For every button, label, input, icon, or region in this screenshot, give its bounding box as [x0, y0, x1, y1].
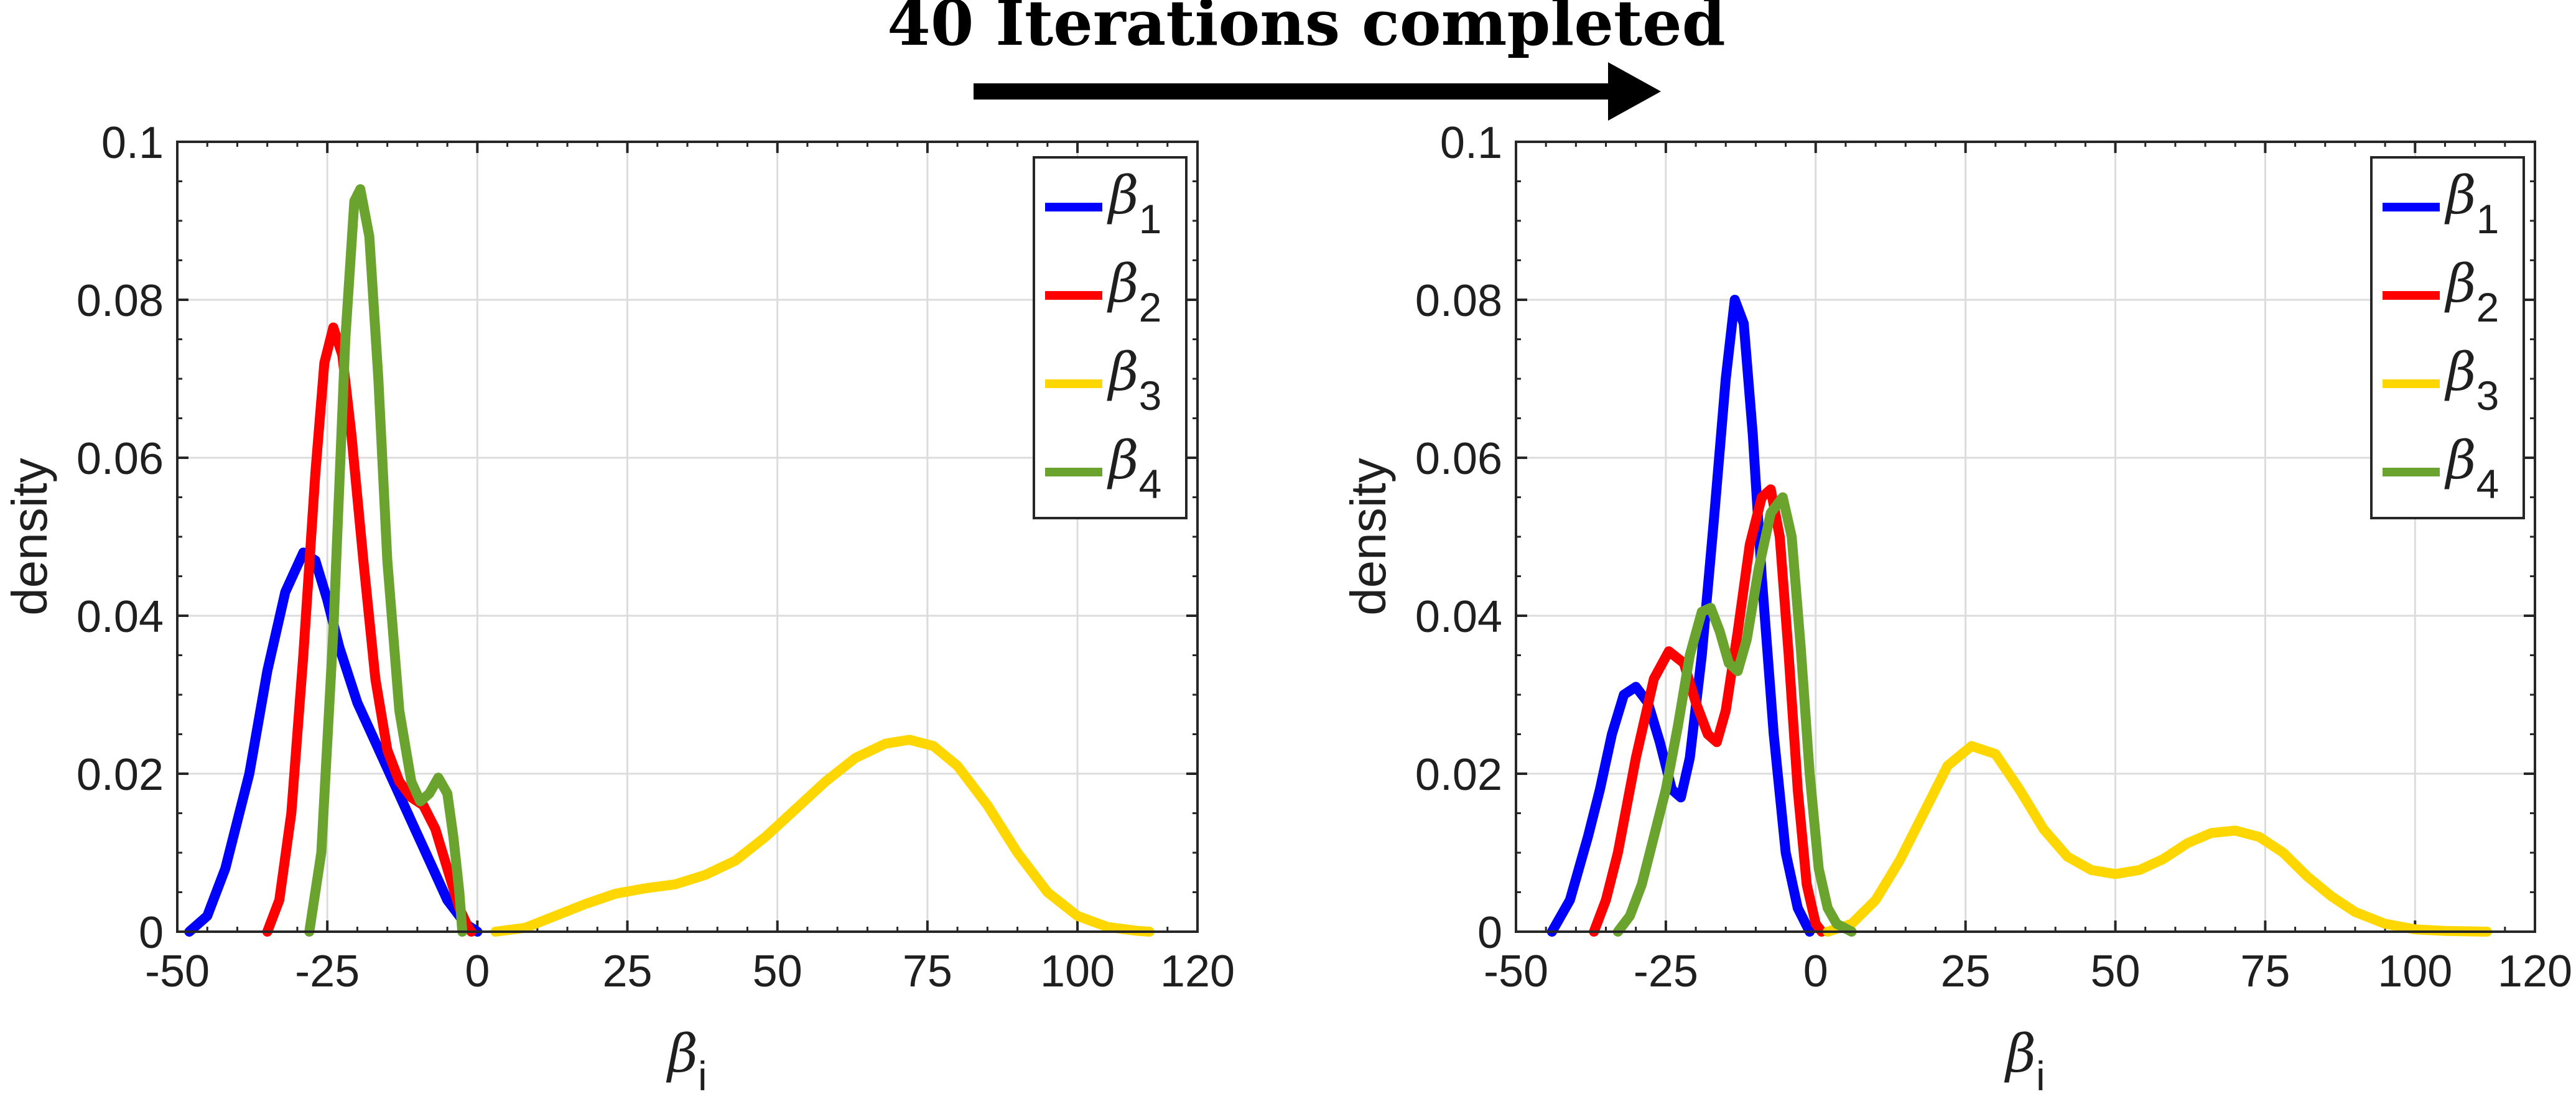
series-line-beta-1 [1546, 295, 1815, 937]
legend-subscript: 2 [2476, 284, 2499, 330]
legend-label-beta-1: β1 [1107, 165, 1161, 242]
legend-symbol: β [1107, 253, 1139, 314]
y-tick-label: 0.1 [101, 118, 164, 168]
legend-symbol: β [1107, 341, 1139, 402]
x-tick-label: 100 [2378, 947, 2452, 996]
y-axis-label: density [1341, 458, 1396, 615]
legend-symbol: β [1107, 430, 1139, 491]
x-tick-label: 100 [1040, 947, 1115, 996]
y-tick-label: 0.06 [1415, 434, 1502, 484]
legend-label-beta-2: β2 [2444, 253, 2499, 330]
x-axis-symbol: β [666, 1023, 698, 1084]
legend-subscript: 1 [1139, 196, 1162, 242]
y-tick-label: 0 [139, 908, 164, 958]
x-axis-subscript: i [2036, 1053, 2045, 1099]
right-arrow-icon [974, 62, 1661, 121]
legend-symbol: β [2444, 253, 2476, 314]
legend-symbol: β [2444, 341, 2476, 402]
y-tick-label: 0.02 [77, 750, 164, 800]
axes-frame [1515, 141, 2536, 933]
x-axis-subscript: i [698, 1053, 707, 1099]
y-axis-label: density [2, 458, 57, 615]
x-tick-label: 120 [2498, 947, 2572, 996]
series-line-beta-4 [1612, 492, 1857, 937]
x-tick-label: 50 [2090, 947, 2140, 996]
legend-symbol: β [2444, 430, 2476, 491]
series-line-beta-2 [1589, 484, 1827, 937]
y-tick-label: 0.04 [1415, 592, 1502, 642]
x-tick-label: 75 [903, 947, 952, 996]
series-line-beta-2 [262, 322, 477, 937]
series-line-beta-3 [1823, 741, 2492, 937]
y-tick-label: 0.08 [1415, 276, 1502, 326]
x-tick-label: 25 [1941, 947, 1991, 996]
legend-symbol: β [1107, 165, 1139, 226]
legend-subscript: 2 [1139, 284, 1162, 330]
legend-symbol: β [2444, 165, 2476, 226]
x-tick-label: -50 [1484, 947, 1548, 996]
x-tick-label: 120 [1160, 947, 1235, 996]
legend-label-beta-3: β3 [1107, 341, 1161, 419]
x-tick-label: 0 [465, 947, 490, 996]
x-tick-label: 0 [1803, 947, 1828, 996]
legend-box [2370, 156, 2525, 519]
legend-label-beta-3: β3 [2444, 341, 2499, 419]
x-tick-label: -25 [295, 947, 360, 996]
density-chart-left: -50 -25 0 25 50 75 100 120 0 0.02 0.04 0.06 0.08 0.1 d… [2, 118, 1235, 1099]
x-tick-label: -50 [145, 947, 210, 996]
legend-subscript: 4 [1139, 461, 1162, 507]
legend-box [1033, 156, 1188, 519]
iterations-title: 40 Iterations completed [887, 0, 1725, 60]
legend-subscript: 4 [2476, 461, 2499, 507]
density-chart-right: -50 -25 0 25 50 75 100 120 0 0.02 0.04 0.06 0.08 0.1 d… [1341, 118, 2572, 1099]
legend-label-beta-1: β1 [2444, 165, 2499, 242]
axes-frame [176, 141, 1199, 933]
x-tick-label: 25 [602, 947, 652, 996]
legend-subscript: 1 [2476, 196, 2499, 242]
legend-label-beta-2: β2 [1107, 253, 1161, 330]
legend-subscript: 3 [1139, 373, 1162, 419]
series-line-beta-4 [304, 184, 468, 937]
x-tick-label: 75 [2240, 947, 2290, 996]
x-axis-label: βi [666, 1023, 707, 1099]
x-tick-label: 50 [753, 947, 802, 996]
series-line-beta-3 [490, 735, 1155, 937]
y-tick-label: 0.02 [1415, 750, 1502, 800]
y-tick-label: 0 [1477, 908, 1502, 958]
legend-label-beta-4: β4 [2444, 430, 2499, 507]
x-tick-label: -25 [1634, 947, 1698, 996]
legend-subscript: 3 [2476, 373, 2499, 419]
legend-label-beta-4: β4 [1107, 430, 1161, 507]
y-tick-label: 0.04 [77, 592, 164, 642]
x-axis-label: βi [2004, 1023, 2045, 1099]
y-tick-label: 0.06 [77, 434, 164, 484]
y-tick-label: 0.1 [1440, 118, 1502, 168]
y-tick-label: 0.08 [77, 276, 164, 326]
x-axis-symbol: β [2004, 1023, 2036, 1084]
